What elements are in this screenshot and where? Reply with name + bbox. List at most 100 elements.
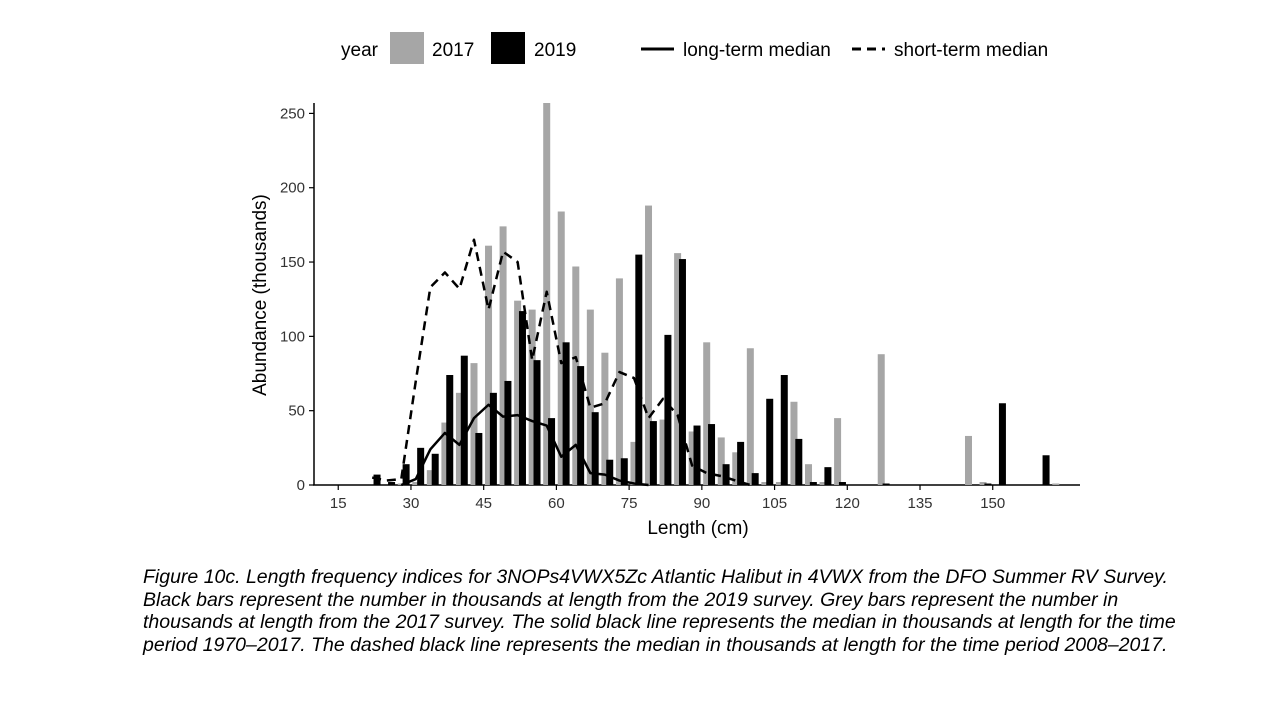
bar-2017-34 — [426, 470, 434, 485]
bar-2017-115 — [819, 482, 827, 485]
legend-swatch-2017 — [390, 32, 424, 64]
bar-2019-44 — [475, 432, 483, 485]
y-tick-label-250: 250 — [280, 105, 305, 122]
bar-2019-98 — [737, 441, 745, 485]
y-tick-label-50: 50 — [288, 403, 305, 420]
bar-2017-43 — [470, 363, 478, 485]
bar-2017-100 — [746, 348, 754, 485]
bar-2017-46 — [485, 245, 493, 485]
legend-label-short-term: short-term median — [894, 40, 1048, 61]
bar-2019-119 — [838, 482, 846, 485]
bar-2017-112 — [805, 464, 813, 485]
bar-2019-74 — [620, 458, 628, 485]
legend: year 2017 2019 long-term median short-te… — [341, 32, 1048, 64]
bar-2019-35 — [431, 453, 439, 485]
bar-2019-149 — [984, 483, 992, 485]
bar-2017-97 — [732, 452, 740, 485]
bar-2019-89 — [693, 425, 701, 485]
x-tick-label-75: 75 — [621, 495, 638, 512]
bar-2017-64 — [572, 266, 580, 485]
bar-2019-65 — [577, 366, 585, 485]
y-axis-title: Abundance (thousands) — [250, 194, 271, 396]
y-tick-label-150: 150 — [280, 254, 305, 271]
x-tick-label-150: 150 — [980, 495, 1005, 512]
x-tick-label-105: 105 — [762, 495, 787, 512]
legend-swatch-2019 — [491, 32, 525, 64]
bar-2017-106 — [775, 482, 783, 485]
bar-2017-109 — [790, 401, 798, 485]
series-line-short-term-median — [371, 238, 751, 487]
y-tick-label-200: 200 — [280, 180, 305, 197]
bar-2017-94 — [717, 437, 725, 485]
bar-2017-103 — [761, 482, 769, 485]
bar-2017-118 — [834, 418, 842, 485]
bar-2017-163 — [1052, 483, 1060, 485]
bar-2019-38 — [446, 375, 454, 485]
bar-2019-152 — [998, 403, 1006, 485]
bar-2017-40 — [455, 392, 463, 485]
bar-2017-31 — [412, 482, 420, 485]
bar-2017-79 — [645, 205, 653, 485]
bar-2019-128 — [882, 483, 890, 485]
x-tick-label-45: 45 — [475, 495, 492, 512]
x-tick-label-120: 120 — [835, 495, 860, 512]
bar-2019-68 — [591, 412, 599, 485]
bar-2017-82 — [659, 419, 667, 485]
x-tick-label-15: 15 — [330, 495, 347, 512]
bar-2019-26 — [388, 482, 396, 485]
bar-2019-92 — [708, 424, 716, 485]
bar-2019-113 — [809, 482, 817, 485]
x-tick-label-60: 60 — [548, 495, 565, 512]
x-axis-title: Length (cm) — [647, 518, 748, 539]
x-ticks: 15 30 45 60 75 90 105 120 135 150 — [330, 485, 1005, 512]
bar-2019-104 — [766, 398, 774, 485]
y-tick-label-100: 100 — [280, 328, 305, 345]
bar-2019-77 — [635, 254, 643, 485]
lines-layer — [371, 238, 751, 487]
bar-2019-107 — [780, 375, 788, 485]
bar-2019-47 — [489, 392, 497, 485]
bar-2017-88 — [688, 431, 696, 485]
bar-2017-61 — [557, 211, 565, 485]
bar-2019-101 — [751, 473, 759, 485]
bar-2017-148 — [979, 482, 987, 485]
x-tick-label-30: 30 — [403, 495, 420, 512]
bar-2019-50 — [504, 380, 512, 485]
series-line-long-term-median — [400, 403, 649, 487]
bar-2017-127 — [877, 354, 885, 485]
bar-2019-80 — [649, 421, 657, 485]
bar-2017-67 — [586, 309, 594, 485]
x-tick-label-135: 135 — [907, 495, 932, 512]
bar-2019-116 — [824, 467, 832, 485]
bar-2019-110 — [795, 438, 803, 485]
bar-2019-161 — [1042, 455, 1050, 485]
legend-label-2017: 2017 — [432, 40, 474, 61]
bar-2017-37 — [441, 422, 449, 485]
bar-2019-59 — [548, 418, 556, 485]
length-frequency-chart: year 2017 2019 long-term median short-te… — [250, 32, 1080, 539]
bar-2017-85 — [674, 253, 682, 485]
bar-2017-49 — [499, 226, 507, 485]
bar-2017-70 — [601, 352, 609, 485]
y-ticks: 0 50 100 150 200 250 — [280, 105, 314, 494]
bar-2017-145 — [964, 435, 972, 485]
bar-2019-86 — [678, 259, 686, 485]
bar-2019-53 — [518, 311, 526, 485]
bars-layer — [373, 103, 1060, 485]
legend-label-long-term: long-term median — [683, 40, 831, 61]
legend-label-2019: 2019 — [534, 40, 576, 61]
x-tick-label-90: 90 — [694, 495, 711, 512]
bar-2017-55 — [528, 309, 536, 485]
bar-2017-76 — [630, 441, 638, 485]
bar-2019-41 — [460, 355, 468, 485]
bar-2019-83 — [664, 334, 672, 485]
legend-title: year — [341, 40, 379, 61]
bar-2017-52 — [514, 300, 522, 485]
y-tick-label-0: 0 — [297, 477, 305, 494]
figure-caption: Figure 10c. Length frequency indices for… — [143, 566, 1176, 656]
bar-2019-29 — [402, 464, 410, 485]
bar-2017-91 — [703, 342, 711, 485]
bar-2019-71 — [606, 459, 614, 485]
bar-2019-62 — [562, 342, 570, 485]
bar-2019-95 — [722, 464, 730, 485]
